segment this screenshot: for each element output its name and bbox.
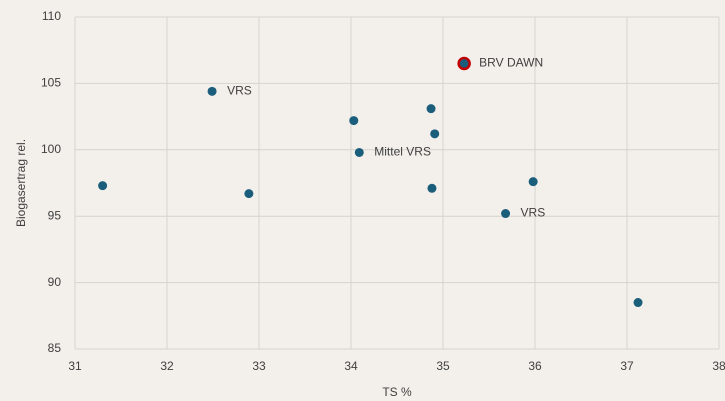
y-axis-title: Biogasertrag rel. [14, 139, 28, 227]
data-point [244, 189, 254, 199]
point-label: Mittel VRS [374, 145, 431, 159]
point-label: VRS [521, 206, 546, 220]
point-label: BRV DAWN [479, 56, 543, 70]
data-point [633, 298, 643, 308]
data-point [430, 129, 440, 139]
x-axis-title: TS % [382, 385, 412, 399]
y-tick-label: 85 [48, 341, 62, 355]
y-tick-label: 95 [48, 208, 62, 222]
x-tick-label: 36 [528, 359, 542, 373]
y-tick-label: 90 [48, 275, 62, 289]
data-point [501, 209, 511, 219]
x-tick-label: 33 [252, 359, 266, 373]
data-point [457, 56, 471, 71]
data-point [207, 86, 217, 96]
data-point [98, 181, 108, 191]
x-tick-label: 38 [712, 359, 725, 373]
data-point [528, 177, 538, 187]
y-tick-label: 105 [41, 76, 61, 90]
y-tick-label: 100 [41, 142, 61, 156]
data-point [427, 183, 437, 193]
data-point [349, 116, 359, 126]
x-tick-label: 31 [68, 359, 82, 373]
x-tick-label: 35 [436, 359, 450, 373]
x-tick-label: 34 [344, 359, 358, 373]
point-label: VRS [227, 84, 252, 98]
y-tick-label: 110 [42, 9, 61, 23]
data-point [354, 147, 364, 157]
x-tick-label: 32 [160, 359, 174, 373]
data-point [426, 104, 436, 114]
x-tick-label: 37 [620, 359, 634, 373]
